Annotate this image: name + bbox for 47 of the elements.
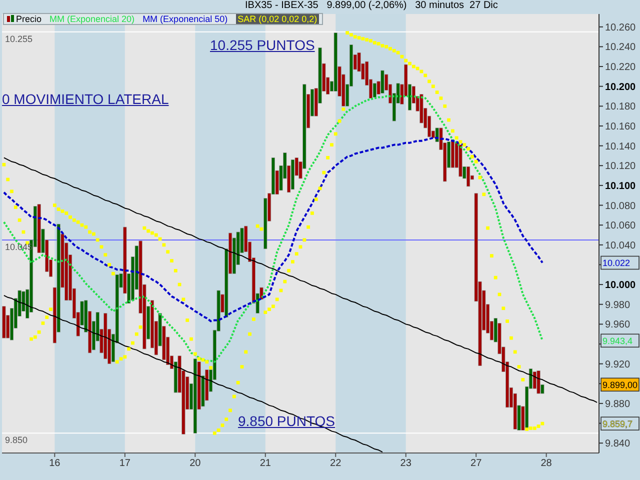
y-tick-label: 10.100 (605, 180, 636, 192)
annotation: 0 MOVIMIENTO LATERAL (2, 91, 169, 107)
y-tick-label: 10.120 (605, 161, 636, 172)
annotation: 10.255 PUNTOS (210, 37, 315, 53)
y-tick-label: 10.140 (605, 141, 636, 152)
y-tick-label: 10.240 (605, 42, 636, 54)
y-tick-label: 10.220 (605, 62, 636, 74)
text: 9.899,00 (602, 380, 638, 390)
y-tick-label: 9.920 (605, 359, 630, 370)
line-series (2, 95, 544, 363)
x-tick-label: 28 (540, 458, 552, 470)
text: 9.943,4 (602, 336, 633, 346)
x-tick-label: 16 (49, 458, 61, 470)
x-tick-label: 22 (330, 458, 342, 470)
candlestick (536, 370, 540, 394)
y-tick-label: 9.980 (605, 300, 630, 311)
y-tick-label: 10.180 (605, 102, 636, 113)
text: MM (Exponencial 50) (142, 14, 228, 24)
y-tick-label: 9.960 (605, 320, 630, 331)
x-tick-label: 27 (470, 458, 482, 470)
ref-line-label: 10.255 (5, 34, 33, 44)
text: SAR (0,02 0,02 0,2) (236, 14, 320, 24)
y-tick-label: 10.200 (605, 82, 636, 93)
candlestick (380, 70, 384, 94)
y-tick-label: 10.060 (605, 220, 636, 232)
ref-line-label: 9.850 (5, 435, 28, 446)
y-tick-label: 10.000 (605, 280, 636, 292)
line-series (3, 294, 383, 453)
candlestick (466, 166, 470, 187)
text: 9.859,7 (602, 418, 633, 429)
candlestick (372, 82, 376, 98)
y-tick-label: 9.840 (605, 438, 630, 450)
y-tick-label: 10.260 (605, 22, 636, 34)
x-tick-label: 17 (119, 458, 131, 470)
line-series (3, 157, 598, 403)
y-tick-label: 10.080 (605, 200, 636, 212)
x-tick-label: 20 (190, 458, 202, 470)
legend-label: Precio (16, 14, 42, 24)
y-tick-label: 9.880 (605, 398, 630, 410)
x-tick-label: 21 (260, 458, 272, 470)
y-tick-label: 10.040 (605, 240, 636, 252)
x-tick-label: 23 (400, 458, 412, 470)
line-series (2, 136, 544, 322)
text: 10.022 (602, 258, 630, 268)
y-tick-label: 10.160 (605, 121, 636, 132)
chart-title: IBX35 - IBEX-35 9.899,00 (-2,06%) 30 minutos 27 Dic (245, 0, 498, 12)
text: MM (Exponencial 20) (50, 14, 135, 24)
